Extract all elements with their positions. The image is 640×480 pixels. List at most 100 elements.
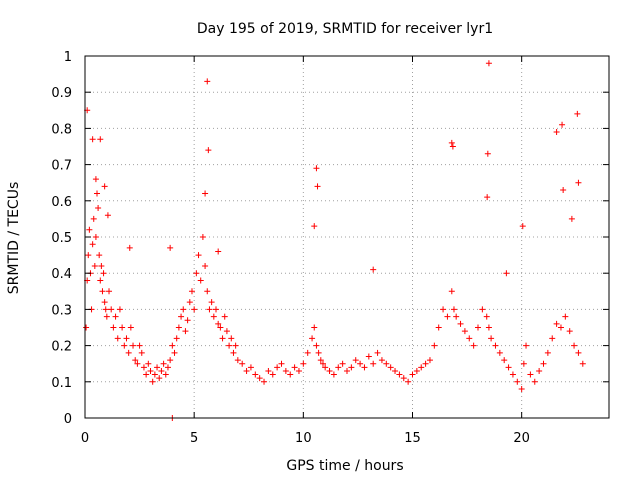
data-point xyxy=(575,349,582,356)
data-point xyxy=(562,313,569,320)
data-point xyxy=(374,349,381,356)
data-point xyxy=(149,378,156,385)
data-point xyxy=(274,364,281,371)
data-point xyxy=(330,371,337,378)
data-point xyxy=(101,299,108,306)
data-point xyxy=(114,335,121,342)
data-point xyxy=(184,317,191,324)
y-tick-label: 0.7 xyxy=(51,159,72,174)
data-point xyxy=(234,357,241,364)
data-point xyxy=(96,252,103,259)
data-point xyxy=(413,367,420,374)
data-point xyxy=(313,342,320,349)
data-point xyxy=(392,367,399,374)
data-point xyxy=(102,306,109,313)
data-point xyxy=(169,342,176,349)
data-point xyxy=(322,364,329,371)
data-point xyxy=(83,324,90,331)
data-point xyxy=(182,328,189,335)
data-point xyxy=(138,349,145,356)
data-point xyxy=(94,190,101,197)
data-point xyxy=(557,324,564,331)
y-tick-label: 0.2 xyxy=(51,340,72,355)
data-point xyxy=(396,371,403,378)
data-point xyxy=(199,234,206,240)
data-point xyxy=(89,136,96,143)
y-tick-label: 0.3 xyxy=(51,303,72,318)
data-point xyxy=(243,367,250,374)
data-point xyxy=(518,386,525,393)
chart-title: Day 195 of 2019, SRMTID for receiver lyr… xyxy=(197,21,493,37)
data-point xyxy=(278,360,285,367)
data-point xyxy=(503,270,510,277)
data-point xyxy=(106,288,113,295)
data-point xyxy=(103,313,110,320)
data-point xyxy=(221,313,228,320)
data-point xyxy=(193,270,200,277)
data-point xyxy=(313,165,320,172)
data-point xyxy=(484,150,491,157)
data-point xyxy=(269,371,276,378)
data-point xyxy=(90,215,97,222)
data-point xyxy=(300,360,307,367)
data-point xyxy=(140,364,147,371)
data-point xyxy=(100,270,107,277)
data-point xyxy=(119,324,126,331)
data-point xyxy=(444,313,451,320)
data-point xyxy=(202,262,209,269)
data-point xyxy=(136,342,143,349)
data-point xyxy=(457,320,464,327)
data-point xyxy=(426,357,433,364)
data-point xyxy=(361,364,368,371)
data-point xyxy=(422,360,429,367)
data-point xyxy=(287,371,294,378)
data-point xyxy=(365,353,372,360)
data-point xyxy=(261,378,268,385)
data-point xyxy=(126,244,133,251)
y-tick-label: 0.6 xyxy=(51,195,72,210)
data-point xyxy=(418,364,425,371)
data-point xyxy=(223,328,230,335)
y-tick-label: 0.9 xyxy=(51,86,72,101)
data-point xyxy=(186,299,193,306)
data-point xyxy=(405,378,412,385)
data-point xyxy=(466,335,473,342)
data-point xyxy=(256,375,263,382)
data-point xyxy=(204,78,211,85)
data-point xyxy=(484,194,491,201)
data-point xyxy=(335,364,342,371)
data-point xyxy=(156,375,163,382)
data-point xyxy=(450,306,457,313)
data-point xyxy=(154,364,161,371)
data-point xyxy=(348,364,355,371)
x-tick-label: 15 xyxy=(404,431,421,446)
data-point xyxy=(108,306,115,313)
data-point xyxy=(579,360,586,367)
data-point xyxy=(202,190,209,197)
data-points xyxy=(83,60,586,421)
data-point xyxy=(228,335,235,342)
data-point xyxy=(97,277,104,284)
y-tick-label: 0.5 xyxy=(51,231,72,246)
y-tick-label: 1 xyxy=(64,50,72,65)
y-tick-label: 0 xyxy=(64,412,72,427)
data-point xyxy=(527,371,534,378)
data-point xyxy=(147,367,154,374)
x-tick-label: 0 xyxy=(81,431,89,446)
data-point xyxy=(485,324,492,331)
data-point xyxy=(448,288,455,295)
data-point xyxy=(475,324,481,331)
data-point xyxy=(344,367,350,374)
data-point xyxy=(514,378,521,385)
data-point xyxy=(145,360,152,367)
data-point xyxy=(116,306,123,313)
grid xyxy=(85,56,609,418)
data-point xyxy=(97,136,104,143)
data-point xyxy=(232,342,239,349)
data-point xyxy=(123,335,130,342)
data-point xyxy=(208,299,215,306)
data-point xyxy=(226,342,233,349)
data-point xyxy=(143,371,150,378)
data-point xyxy=(98,262,105,269)
